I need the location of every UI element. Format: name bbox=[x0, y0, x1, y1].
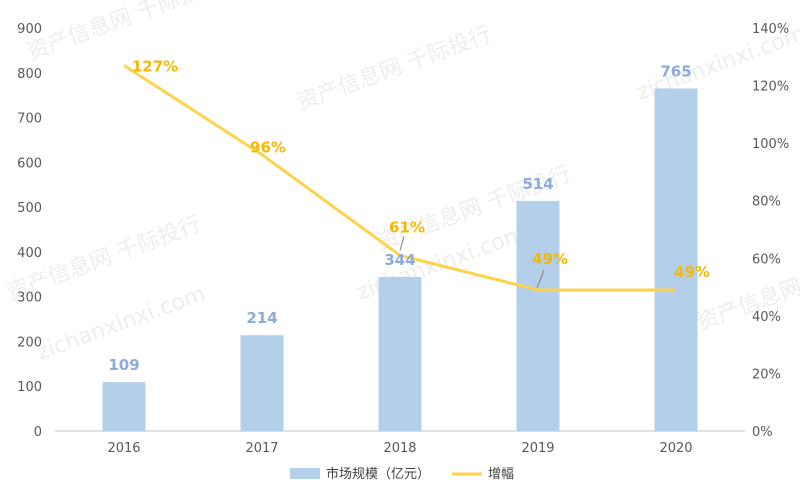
legend: 市场规模（亿元） 增幅 bbox=[290, 466, 514, 482]
y-left-tick-label: 200 bbox=[17, 335, 42, 350]
bar-value-label: 514 bbox=[522, 175, 553, 193]
legend-label-bar: 市场规模（亿元） bbox=[326, 466, 430, 482]
watermark-text: 资产信息网 千际投行 bbox=[24, 0, 225, 66]
bar-series bbox=[102, 88, 698, 431]
bar bbox=[240, 335, 284, 431]
x-tick-label: 2016 bbox=[107, 441, 140, 456]
line-value-label: 127% bbox=[132, 57, 178, 75]
line-series bbox=[123, 64, 677, 292]
bar-value-label: 344 bbox=[384, 251, 415, 269]
x-tick-label: 2017 bbox=[245, 441, 278, 456]
bar-value-label: 765 bbox=[660, 62, 691, 80]
watermark-text: 资产信息网 千际投行 bbox=[694, 242, 800, 336]
bar bbox=[516, 200, 560, 431]
x-tick-label: 2020 bbox=[659, 441, 692, 456]
x-tick-label: 2019 bbox=[521, 441, 554, 456]
y-left-tick-label: 0 bbox=[34, 425, 42, 440]
y-right-tick-label: 0% bbox=[752, 425, 773, 440]
y-left-tick-label: 300 bbox=[17, 291, 42, 306]
line-value-label: 49% bbox=[674, 263, 710, 281]
line-value-label: 61% bbox=[389, 218, 425, 236]
y-left-tick-label: 600 bbox=[17, 156, 42, 171]
data-labels: 109 214 344 514 765 127% 96% 61% 49% 49% bbox=[108, 57, 710, 374]
y-left-tick-label: 700 bbox=[17, 112, 42, 127]
y-left-tick-label: 500 bbox=[17, 201, 42, 216]
y-right-tick-label: 80% bbox=[752, 195, 781, 210]
y-right-tick-label: 20% bbox=[752, 367, 781, 382]
y-right-tick-label: 40% bbox=[752, 310, 781, 325]
leader-line bbox=[399, 236, 405, 251]
y-right-tick-label: 120% bbox=[752, 80, 789, 95]
y-left-tick-label: 900 bbox=[17, 22, 42, 37]
line-value-label: 96% bbox=[250, 139, 286, 157]
bar bbox=[654, 88, 698, 431]
y-left-tick-label: 100 bbox=[17, 380, 42, 395]
y-right-tick-label: 100% bbox=[752, 137, 789, 152]
bar-value-label: 109 bbox=[108, 356, 139, 374]
leader-line bbox=[536, 269, 545, 289]
y-right-tick-label: 140% bbox=[752, 22, 789, 37]
y-right-tick-label: 60% bbox=[752, 252, 781, 267]
bar-value-label: 214 bbox=[246, 309, 277, 327]
watermark-text: zichanxinxi.com bbox=[34, 282, 209, 366]
x-tick-label: 2018 bbox=[383, 441, 416, 456]
bar bbox=[102, 382, 146, 431]
y-left-tick-label: 400 bbox=[17, 246, 42, 261]
legend-label-line: 增幅 bbox=[488, 467, 514, 482]
bar bbox=[378, 276, 422, 431]
watermark-text: 资产信息网 千际投行 bbox=[294, 22, 495, 116]
y-left-tick-label: 800 bbox=[17, 67, 42, 82]
line-value-label: 49% bbox=[532, 250, 568, 268]
legend-swatch-bar bbox=[290, 468, 320, 479]
